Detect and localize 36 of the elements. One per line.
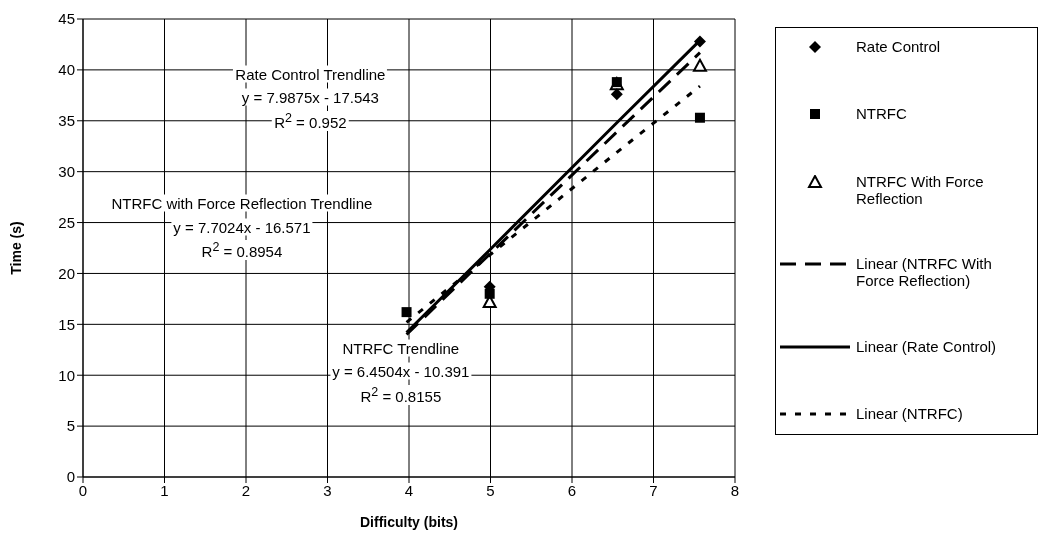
legend-label: NTRFC bbox=[856, 105, 908, 123]
legend-label: Rate Control bbox=[856, 38, 942, 55]
x-tick-label: 1 bbox=[160, 481, 169, 499]
legend-label: Linear (NTRFC With Force Reflection) bbox=[856, 255, 993, 290]
annotation: Rate Control Trendline bbox=[233, 65, 388, 83]
annotation: y = 7.9875x - 17.543 bbox=[239, 88, 381, 106]
legend-label: NTRFC With Force Reflection bbox=[856, 172, 985, 207]
y-tick-label: 30 bbox=[58, 162, 75, 180]
x-tick-label: 4 bbox=[404, 481, 414, 499]
y-tick-label: 0 bbox=[66, 468, 75, 486]
x-tick-label: 2 bbox=[241, 481, 251, 499]
y-tick-label: 25 bbox=[58, 213, 75, 231]
y-tick-label: 10 bbox=[58, 366, 75, 384]
x-tick-label: 7 bbox=[649, 481, 658, 499]
legend-label: Linear (NTRFC) bbox=[856, 404, 964, 422]
annotation: R$^{2}$ = 0.8155 bbox=[358, 384, 444, 405]
annotation: R$^{2}$ = 0.8954 bbox=[199, 240, 285, 261]
x-tick-label: 8 bbox=[730, 481, 740, 499]
annotation: NTRFC with Force Reflection Trendline bbox=[109, 194, 375, 212]
x-axis-title: Difficulty (bits) bbox=[360, 514, 458, 530]
annotation: y = 6.4504x - 10.391 bbox=[330, 362, 472, 380]
x-tick-label: 5 bbox=[486, 481, 495, 499]
y-tick-label: 15 bbox=[58, 315, 75, 333]
x-tick-label: 6 bbox=[567, 481, 577, 499]
annotation: NTRFC Trendline bbox=[340, 339, 462, 357]
y-tick-label: 5 bbox=[66, 417, 75, 435]
y-tick-label: 45 bbox=[58, 10, 75, 28]
y-tick-label: 40 bbox=[58, 61, 75, 79]
annotation: y = 7.7024x - 16.571 bbox=[171, 218, 313, 236]
legend-label: Linear (Rate Control) bbox=[856, 337, 998, 355]
y-tick-label: 20 bbox=[58, 264, 75, 282]
y-axis-title: Time (s) bbox=[7, 221, 24, 275]
y-tick-label: 35 bbox=[58, 112, 75, 130]
annotation: R$^{2}$ = 0.952 bbox=[272, 110, 349, 131]
x-tick-label: 3 bbox=[323, 481, 332, 499]
x-tick-label: 0 bbox=[78, 481, 88, 499]
